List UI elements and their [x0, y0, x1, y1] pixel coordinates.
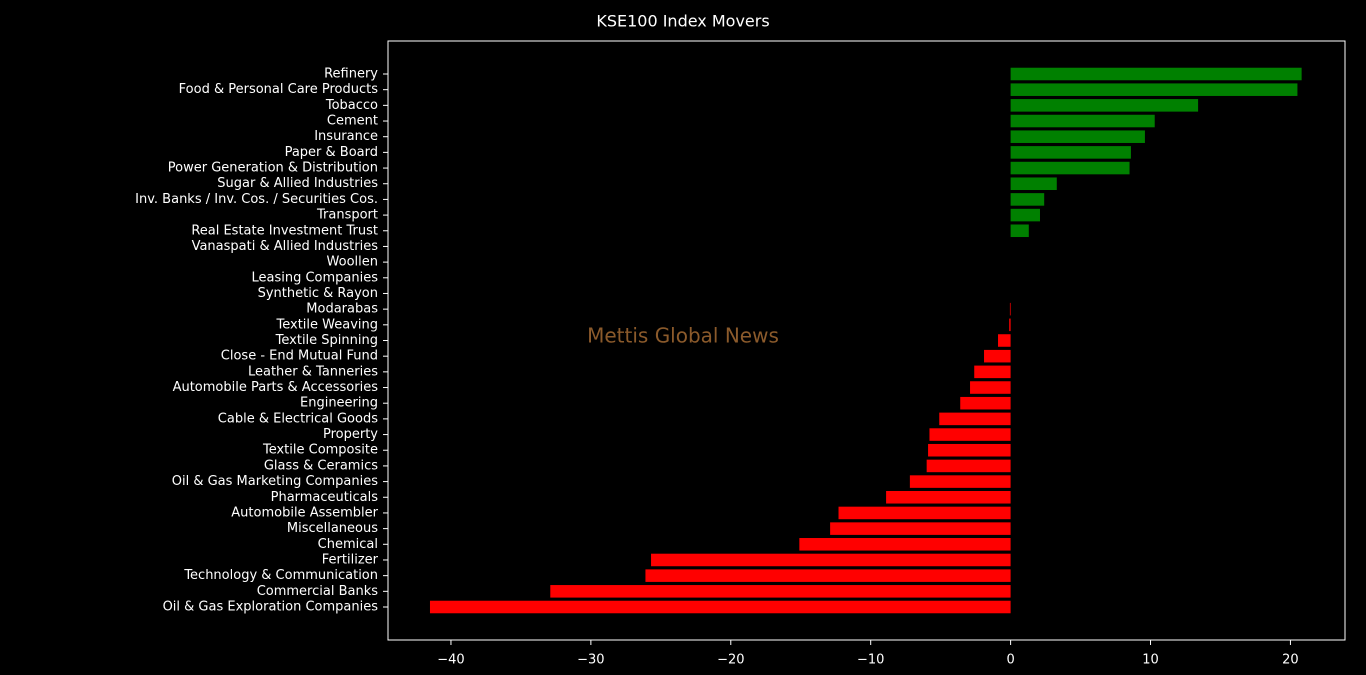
- bar: [974, 365, 1011, 379]
- y-tick-label: Modarabas: [306, 302, 378, 317]
- y-tick-label: Refinery: [324, 67, 378, 82]
- y-tick-label: Paper & Board: [285, 145, 378, 160]
- bar: [645, 569, 1011, 582]
- bar: [1010, 177, 1057, 191]
- y-tick-label: Inv. Banks / Inv. Cos. / Securities Cos.: [135, 192, 378, 207]
- y-tick-label: Leather & Tanneries: [248, 364, 378, 379]
- x-tick-label: −30: [577, 653, 604, 668]
- y-tick-label: Cable & Electrical Goods: [218, 411, 378, 426]
- bar: [550, 585, 1011, 598]
- bar: [1010, 193, 1045, 206]
- x-tick-label: −10: [857, 653, 884, 668]
- bar: [929, 428, 1011, 441]
- y-tick-label: Oil & Gas Marketing Companies: [172, 474, 378, 489]
- y-tick-label: Miscellaneous: [287, 521, 378, 536]
- y-tick-label: Cement: [327, 114, 378, 129]
- x-tick-label: 0: [1006, 653, 1014, 668]
- y-tick-label: Woollen: [327, 255, 378, 270]
- bar: [928, 443, 1011, 457]
- y-tick-label: Textile Composite: [262, 443, 378, 458]
- bar: [960, 396, 1011, 410]
- y-tick-label: Textile Spinning: [275, 333, 378, 348]
- chart-title: KSE100 Index Movers: [596, 12, 769, 31]
- bar: [926, 459, 1011, 473]
- y-tick-label: Automobile Parts & Accessories: [173, 380, 379, 395]
- y-tick-label: Automobile Assembler: [231, 505, 378, 520]
- bar: [1010, 224, 1029, 238]
- y-tick-label: Real Estate Investment Trust: [191, 223, 378, 238]
- x-tick-label: −40: [437, 653, 464, 668]
- bar: [1010, 67, 1302, 81]
- watermark: Mettis Global News: [587, 324, 779, 348]
- y-tick-label: Tobacco: [325, 98, 378, 113]
- y-tick-label: Sugar & Allied Industries: [217, 176, 378, 191]
- bar: [838, 506, 1011, 520]
- bar: [1009, 318, 1011, 332]
- bar: [970, 381, 1011, 394]
- y-tick-label: Fertilizer: [322, 552, 379, 567]
- bar: [1010, 146, 1131, 159]
- y-tick-label: Oil & Gas Exploration Companies: [163, 600, 379, 615]
- bar: [830, 522, 1011, 535]
- y-tick-label: Power Generation & Distribution: [168, 161, 378, 176]
- y-tick-label: Insurance: [314, 129, 378, 144]
- y-tick-label: Property: [323, 427, 378, 442]
- y-tick-label: Transport: [316, 208, 378, 223]
- bar: [984, 349, 1011, 363]
- bar: [429, 600, 1011, 614]
- bar: [1010, 99, 1199, 112]
- y-tick-label: Synthetic & Rayon: [258, 286, 378, 301]
- y-tick-label: Close - End Mutual Fund: [221, 349, 378, 364]
- y-tick-label: Engineering: [300, 396, 378, 411]
- bar: [799, 538, 1011, 551]
- y-tick-label: Food & Personal Care Products: [179, 82, 379, 97]
- y-tick-label: Chemical: [318, 537, 378, 552]
- bar: [909, 475, 1011, 488]
- y-tick-label: Vanaspati & Allied Industries: [192, 239, 379, 254]
- x-tick-label: 20: [1282, 653, 1299, 668]
- bar: [651, 553, 1011, 567]
- bar: [1009, 302, 1011, 316]
- bar: [939, 412, 1011, 426]
- bar: [1010, 130, 1145, 143]
- bar: [1010, 114, 1155, 128]
- y-tick-label: Leasing Companies: [251, 270, 378, 285]
- bar: [998, 334, 1011, 347]
- y-tick-label: Pharmaceuticals: [271, 490, 379, 505]
- bar: [886, 490, 1011, 504]
- y-tick-label: Glass & Ceramics: [264, 458, 378, 473]
- bar: [1010, 83, 1298, 96]
- y-tick-label: Textile Weaving: [276, 317, 379, 332]
- bar: [1010, 208, 1040, 222]
- y-tick-label: Commercial Banks: [257, 584, 379, 599]
- y-tick-label: Technology & Communication: [183, 568, 378, 583]
- x-tick-label: 10: [1142, 653, 1159, 668]
- bar: [1010, 161, 1130, 175]
- x-tick-label: −20: [717, 653, 744, 668]
